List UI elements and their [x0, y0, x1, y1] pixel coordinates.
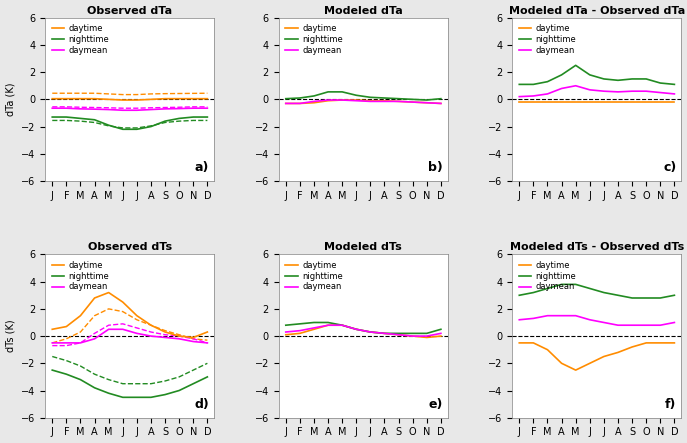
Legend: daytime, nighttime, daymean: daytime, nighttime, daymean	[49, 22, 112, 57]
Title: Modeled dTs: Modeled dTs	[324, 242, 402, 253]
Title: Modeled dTa - Observed dTa: Modeled dTa - Observed dTa	[508, 6, 685, 16]
Y-axis label: dTa (K): dTa (K)	[5, 82, 16, 116]
Legend: daytime, nighttime, daymean: daytime, nighttime, daymean	[283, 22, 346, 57]
Text: b): b)	[428, 161, 443, 175]
Text: e): e)	[429, 398, 443, 411]
Title: Observed dTa: Observed dTa	[87, 6, 172, 16]
Legend: daytime, nighttime, daymean: daytime, nighttime, daymean	[49, 259, 112, 294]
Title: Observed dTs: Observed dTs	[88, 242, 172, 253]
Text: a): a)	[195, 161, 210, 175]
Text: c): c)	[663, 161, 677, 175]
Title: Modeled dTs - Observed dTs: Modeled dTs - Observed dTs	[510, 242, 684, 253]
Text: d): d)	[194, 398, 210, 411]
Legend: daytime, nighttime, daymean: daytime, nighttime, daymean	[517, 22, 579, 57]
Title: Modeled dTa: Modeled dTa	[324, 6, 403, 16]
Legend: daytime, nighttime, daymean: daytime, nighttime, daymean	[517, 259, 579, 294]
Legend: daytime, nighttime, daymean: daytime, nighttime, daymean	[283, 259, 346, 294]
Y-axis label: dTs (K): dTs (K)	[5, 320, 16, 352]
Text: f): f)	[665, 398, 677, 411]
